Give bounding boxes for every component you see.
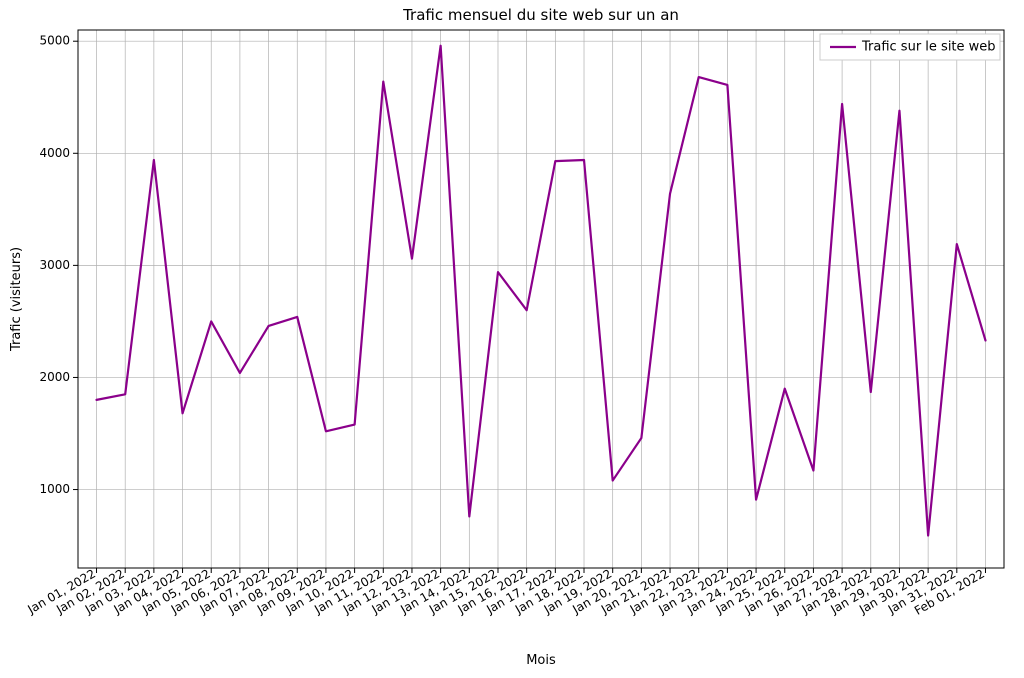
y-tick-label: 5000 xyxy=(39,34,70,48)
legend: Trafic sur le site web xyxy=(820,34,1000,60)
y-tick-label: 4000 xyxy=(39,146,70,160)
x-axis-label: Mois xyxy=(526,653,556,668)
y-axis-label: Trafic (visiteurs) xyxy=(9,247,24,352)
y-tick-label: 3000 xyxy=(39,258,70,272)
y-tick-label: 1000 xyxy=(39,482,70,496)
legend-label: Trafic sur le site web xyxy=(861,40,996,55)
chart-title: Trafic mensuel du site web sur un an xyxy=(402,6,679,24)
chart-root: 10002000300040005000Jan 01, 2022Jan 02, … xyxy=(0,0,1024,678)
y-tick-label: 2000 xyxy=(39,370,70,384)
